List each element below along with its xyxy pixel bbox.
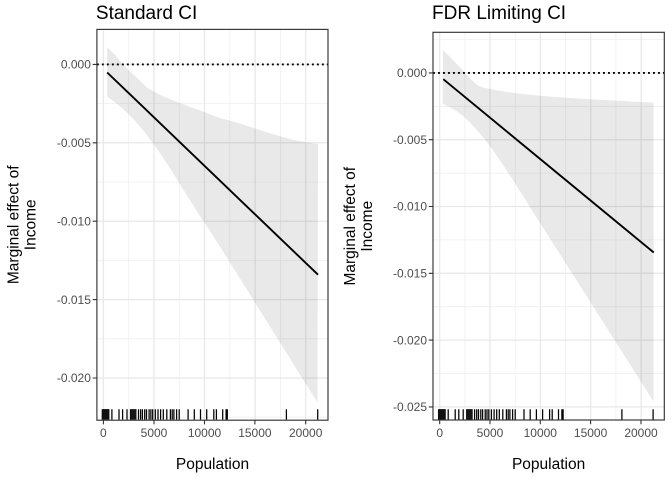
svg-text:0: 0 [100, 426, 107, 440]
svg-text:Marginal effect of: Marginal effect of [6, 165, 23, 284]
svg-text:10000: 10000 [188, 426, 222, 440]
svg-text:-0.020: -0.020 [57, 371, 91, 385]
svg-text:Income: Income [359, 201, 376, 252]
svg-text:-0.005: -0.005 [393, 133, 427, 147]
svg-text:Marginal effect of: Marginal effect of [342, 166, 359, 285]
svg-text:-0.025: -0.025 [393, 400, 427, 414]
svg-text:15000: 15000 [574, 426, 608, 440]
svg-text:5000: 5000 [477, 426, 504, 440]
svg-text:-0.010: -0.010 [393, 200, 427, 214]
svg-text:20000: 20000 [624, 426, 658, 440]
svg-text:0: 0 [436, 426, 443, 440]
svg-text:Income: Income [23, 199, 40, 250]
svg-text:0.000: 0.000 [397, 66, 427, 80]
svg-text:-0.015: -0.015 [57, 293, 91, 307]
svg-text:20000: 20000 [289, 426, 323, 440]
svg-text:10000: 10000 [524, 426, 558, 440]
svg-text:-0.020: -0.020 [393, 333, 427, 347]
svg-text:FDR Limiting CI: FDR Limiting CI [432, 3, 566, 24]
svg-text:Population: Population [512, 456, 585, 473]
svg-text:-0.010: -0.010 [57, 214, 91, 228]
svg-text:Population: Population [176, 456, 249, 473]
svg-text:15000: 15000 [238, 426, 272, 440]
svg-text:5000: 5000 [141, 426, 168, 440]
svg-text:-0.005: -0.005 [57, 136, 91, 150]
svg-text:-0.015: -0.015 [393, 267, 427, 281]
svg-text:Standard CI: Standard CI [96, 3, 197, 24]
svg-text:0.000: 0.000 [61, 58, 91, 72]
